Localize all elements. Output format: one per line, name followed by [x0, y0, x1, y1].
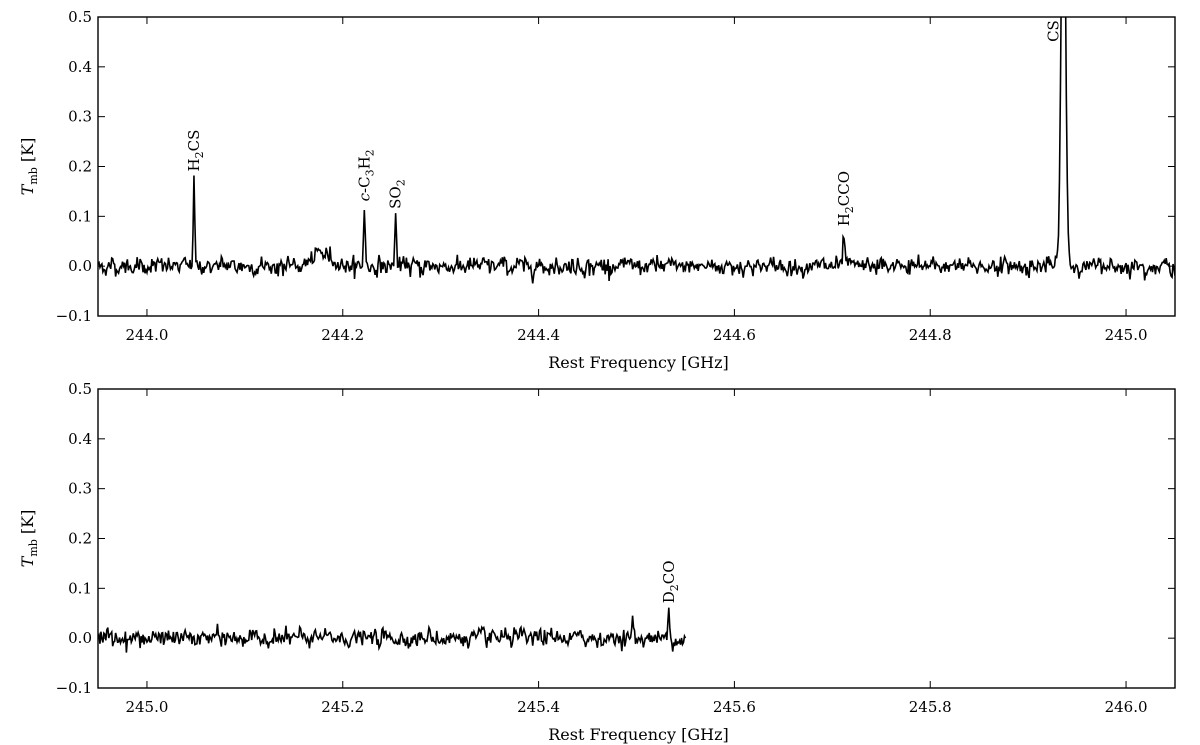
y-tick-label: 0.3 — [68, 480, 92, 498]
x-tick-label: 245.0 — [1105, 326, 1148, 344]
panel-2: 245.0 245.2 245.4 245.6 245.8 246.0 −0.1 0.0 0.1… — [18, 380, 1176, 744]
x-tick-label: 244.4 — [517, 326, 560, 344]
y-tick-label: 0.1 — [68, 579, 92, 597]
x-tick-label: 244.0 — [125, 326, 168, 344]
x-tick-label: 245.6 — [713, 698, 756, 716]
x-tick-label: 244.2 — [321, 326, 364, 344]
line-annotation: SO2 — [387, 179, 408, 209]
x-tick-label: 245.8 — [909, 698, 952, 716]
y-tick-label: 0.1 — [68, 207, 92, 225]
x-tick-label: 246.0 — [1105, 698, 1148, 716]
y-axis-label: Tmb [K] — [18, 510, 40, 568]
y-tick-label: 0.0 — [68, 629, 92, 647]
x-tick-label: 244.8 — [909, 326, 952, 344]
x-tick-label: 245.2 — [321, 698, 364, 716]
spectrum-line-2 — [98, 607, 687, 653]
y-axis-label: Tmb [K] — [18, 138, 40, 196]
plot-frame — [97, 16, 1176, 317]
line-annotation: c-C3H2 — [355, 149, 376, 201]
y-tick-label: −0.1 — [56, 307, 92, 325]
x-axis-label: Rest Frequency [GHz] — [548, 725, 729, 744]
line-annotation: CS — [1045, 20, 1063, 42]
y-tick-label: 0.2 — [68, 530, 92, 548]
y-tick-label: 0.0 — [68, 257, 92, 275]
line-annotation: H2CCO — [835, 171, 856, 226]
line-annotation: D2CO — [660, 560, 681, 603]
y-tick-label: 0.4 — [68, 58, 92, 76]
panel-1: 244.0 244.2 244.4 244.6 244.8 245.0 −0.1 0.0 0.1… — [18, 8, 1176, 372]
y-tick-label: 0.2 — [68, 158, 92, 176]
y-tick-label: −0.1 — [56, 679, 92, 697]
spectrum-line-1 — [98, 17, 1175, 284]
y-tick-label: 0.3 — [68, 108, 92, 126]
line-annotation: H2CS — [185, 130, 206, 172]
x-axis-label: Rest Frequency [GHz] — [548, 353, 729, 372]
x-tick-label: 244.6 — [713, 326, 756, 344]
y-tick-label: 0.5 — [68, 8, 92, 26]
x-tick-label: 245.4 — [517, 698, 560, 716]
y-tick-label: 0.5 — [68, 380, 92, 398]
x-tick-label: 245.0 — [125, 698, 168, 716]
y-tick-label: 0.4 — [68, 430, 92, 448]
